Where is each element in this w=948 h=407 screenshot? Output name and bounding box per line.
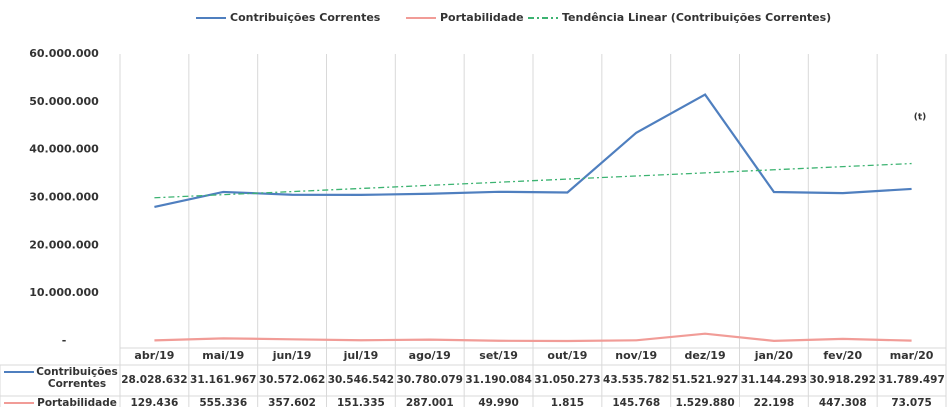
annotation: (t) — [914, 113, 927, 123]
table-value: 22.198 — [754, 397, 795, 407]
x-tick-label: set/19 — [479, 349, 518, 362]
y-tick-label: 60.000.000 — [29, 47, 99, 60]
legend-label: Contribuições Correntes — [230, 11, 381, 24]
y-tick-label: 10.000.000 — [29, 286, 99, 299]
table-value: 555.336 — [199, 397, 247, 407]
table-value: 1.529.880 — [676, 397, 735, 407]
table-value: 287.001 — [406, 397, 454, 407]
table-value: 357.602 — [268, 397, 316, 407]
x-tick-label: dez/19 — [685, 349, 726, 362]
x-tick-label: jun/19 — [272, 349, 312, 362]
table-value: 31.050.273 — [534, 374, 600, 386]
row-label: Contribuições Correntes — [36, 366, 118, 390]
series-line — [154, 332, 912, 343]
x-tick-label: nov/19 — [615, 349, 657, 362]
x-tick-label: jan/20 — [754, 349, 794, 362]
x-tick-label: mar/20 — [890, 349, 934, 362]
table-value: 30.546.542 — [328, 374, 394, 386]
y-tick-label: 20.000.000 — [29, 238, 99, 251]
table-value: 31.161.967 — [190, 374, 256, 386]
series-line — [154, 162, 912, 199]
legend-label: Portabilidade — [440, 11, 524, 24]
table-value: 28.028.632 — [121, 374, 187, 386]
legend-label: Tendência Linear (Contribuições Corrente… — [562, 11, 831, 24]
table-value: 151.335 — [337, 397, 385, 407]
table-value: 31.789.497 — [878, 374, 944, 386]
table-value: 30.780.079 — [397, 374, 463, 386]
y-tick-label: - — [62, 334, 67, 347]
table-value: 73.075 — [891, 397, 932, 407]
x-tick-label: ago/19 — [409, 349, 451, 362]
y-tick-label: 30.000.000 — [29, 191, 99, 204]
series-line — [154, 93, 912, 209]
table-value: 49.990 — [478, 397, 519, 407]
table-value: 30.572.062 — [259, 374, 325, 386]
table-value: 145.768 — [612, 397, 660, 407]
table-value: 30.918.292 — [810, 374, 876, 386]
x-tick-label: mai/19 — [202, 349, 244, 362]
y-tick-label: 50.000.000 — [29, 95, 99, 108]
table-value: 43.535.782 — [603, 374, 669, 386]
table-value: 1.815 — [551, 397, 584, 407]
table-value: 31.144.293 — [741, 374, 807, 386]
x-tick-label: out/19 — [547, 349, 587, 362]
x-tick-label: fev/20 — [823, 349, 862, 362]
table-value: 31.190.084 — [465, 374, 531, 386]
x-tick-label: abr/19 — [134, 349, 174, 362]
row-label: Portabilidade — [37, 397, 117, 407]
x-tick-label: jul/19 — [343, 349, 379, 362]
y-tick-label: 40.000.000 — [29, 143, 99, 156]
table-value: 51.521.927 — [672, 374, 738, 386]
table-value: 129.436 — [131, 397, 179, 407]
table-value: 447.308 — [819, 397, 867, 407]
